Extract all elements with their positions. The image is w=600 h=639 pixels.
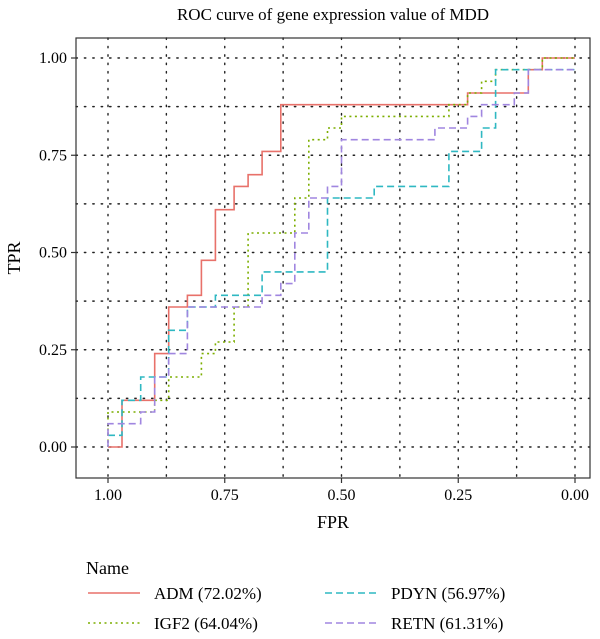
y-tick-label: 1.00 (39, 50, 67, 67)
y-tick-label: 0.75 (39, 147, 67, 164)
x-tick-label: 0.00 (561, 487, 589, 504)
legend-label-igf2: IGF2 (64.04%) (154, 614, 258, 633)
y-tick-label: 0.00 (39, 439, 67, 456)
series-lines (107, 57, 575, 448)
x-tick-label: 0.50 (328, 487, 356, 504)
x-tick-label: 0.75 (211, 487, 239, 504)
legend-label-pdyn: PDYN (56.97%) (391, 584, 505, 603)
y-tick-label: 0.25 (39, 342, 67, 359)
legend: ADM (72.02%) IGF2 (64.04%) PDYN (56.97%) RE… (88, 584, 505, 633)
y-axis-title: TPR (4, 241, 24, 274)
x-tick-label: 1.00 (94, 487, 122, 504)
x-axis-ticks: 1.00 0.75 0.50 0.25 0.00 (94, 478, 589, 504)
grid-lines (75, 37, 591, 479)
x-axis-title: FPR (317, 512, 349, 532)
y-tick-label: 0.50 (39, 245, 67, 262)
series-line-pdyn (108, 68, 575, 437)
x-tick-label: 0.25 (444, 487, 472, 504)
legend-label-adm: ADM (72.02%) (154, 584, 262, 603)
legend-title: Name (86, 558, 129, 578)
y-axis-ticks: 0.00 0.25 0.50 0.75 1.00 (39, 50, 76, 456)
plot-frame (75, 37, 591, 479)
legend-label-retn: RETN (61.31%) (391, 614, 503, 633)
series-line-adm (108, 57, 575, 448)
chart-title: ROC curve of gene expression value of MD… (177, 5, 489, 24)
series-line-retn (107, 68, 575, 447)
